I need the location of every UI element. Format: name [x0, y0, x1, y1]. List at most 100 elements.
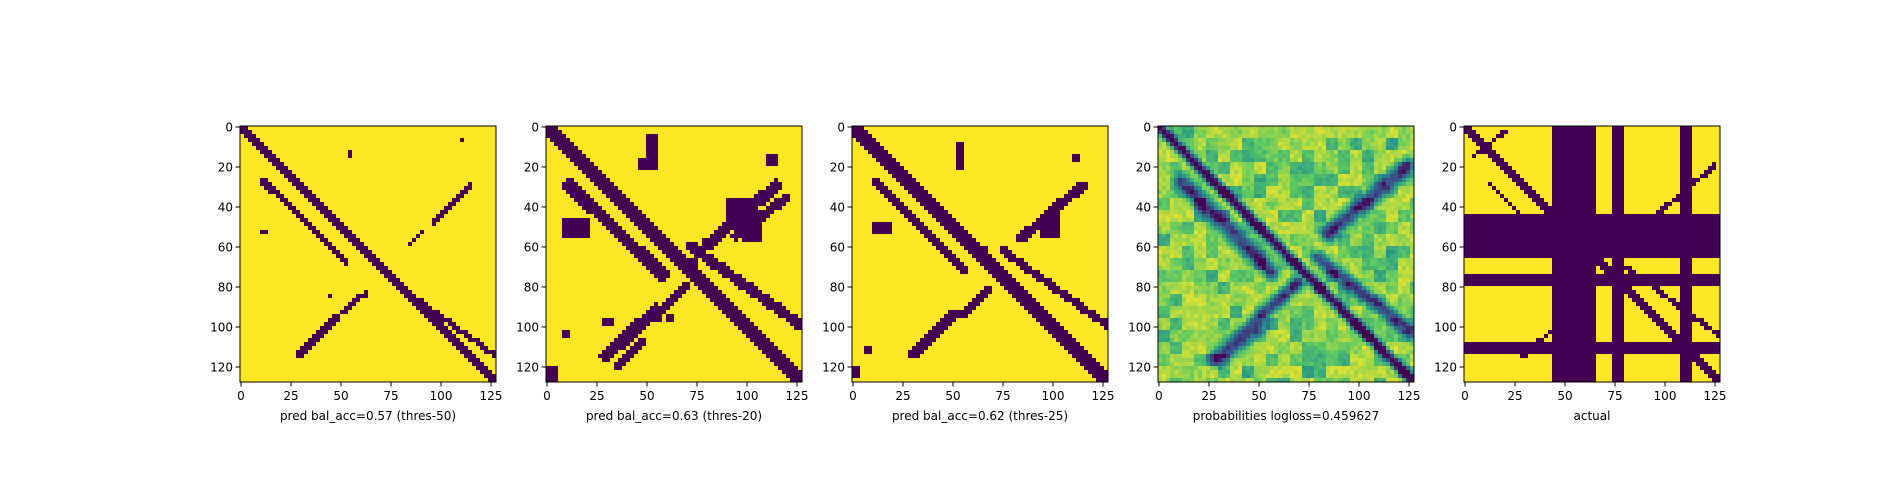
- heatmap-cell: [396, 258, 400, 262]
- heatmap-cell: [368, 310, 372, 314]
- heatmap-cell: [320, 190, 324, 194]
- heatmap-cell: [348, 186, 352, 190]
- heatmap-cell: [554, 174, 558, 178]
- heatmap-cell: [400, 346, 404, 350]
- heatmap-cell: [484, 234, 488, 238]
- heatmap-cell: [364, 226, 368, 230]
- heatmap-cell: [590, 138, 594, 142]
- heatmap-cell: [392, 182, 396, 186]
- heatmap-cell: [468, 230, 472, 234]
- heatmap-cell: [388, 234, 392, 238]
- heatmap-cell: [276, 230, 280, 234]
- heatmap-cell: [420, 178, 424, 182]
- heatmap-cell: [472, 242, 476, 246]
- heatmap-cell: [276, 358, 280, 362]
- heatmap-cell: [300, 238, 304, 242]
- heatmap-cell: [570, 142, 574, 146]
- heatmap-cell: [546, 146, 550, 150]
- heatmap-cell: [256, 206, 260, 210]
- heatmap-cell: [284, 302, 288, 306]
- heatmap-cell: [248, 138, 252, 142]
- heatmap-cell: [702, 130, 706, 134]
- heatmap-cell: [396, 342, 400, 346]
- heatmap-cell: [264, 146, 268, 150]
- heatmap-cell: [722, 170, 726, 174]
- heatmap-cell: [344, 326, 348, 330]
- heatmap-cell: [352, 202, 356, 206]
- heatmap-cell: [376, 186, 380, 190]
- heatmap-cell: [360, 322, 364, 326]
- heatmap-cell: [408, 138, 412, 142]
- heatmap-cell: [368, 214, 372, 218]
- heatmap-cell: [480, 278, 484, 282]
- heatmap-cell: [360, 318, 364, 322]
- heatmap-cell: [476, 230, 480, 234]
- heatmap-cell: [288, 338, 292, 342]
- heatmap-cell: [602, 166, 606, 170]
- heatmap-cell: [428, 238, 432, 242]
- heatmap-cell: [408, 162, 412, 166]
- heatmap-cell: [440, 374, 444, 378]
- heatmap-cell: [464, 270, 468, 274]
- heatmap-cell: [324, 322, 328, 326]
- heatmap-cell: [352, 158, 356, 162]
- heatmap-cell: [312, 234, 316, 238]
- heatmap-cell: [602, 150, 606, 154]
- heatmap-cell: [570, 170, 574, 174]
- heatmap-cell: [400, 278, 404, 282]
- heatmap-cell: [468, 206, 472, 210]
- heatmap-cell: [384, 142, 388, 146]
- heatmap-cell: [376, 166, 380, 170]
- heatmap-cell: [670, 178, 674, 182]
- heatmap-cell: [436, 174, 440, 178]
- heatmap-cell: [742, 146, 746, 150]
- heatmap-cell: [480, 302, 484, 306]
- heatmap-cell: [336, 242, 340, 246]
- heatmap-cell: [686, 178, 690, 182]
- heatmap-cell: [480, 178, 484, 182]
- heatmap-cell: [586, 154, 590, 158]
- heatmap-cell: [770, 134, 774, 138]
- heatmap-cell: [344, 186, 348, 190]
- heatmap-cell: [344, 146, 348, 150]
- heatmap-cell: [420, 246, 424, 250]
- heatmap-cell: [420, 330, 424, 334]
- heatmap-cell: [420, 362, 424, 366]
- heatmap-cell: [460, 162, 464, 166]
- heatmap-cell: [408, 206, 412, 210]
- heatmap-cell: [566, 154, 570, 158]
- heatmap-cell: [456, 294, 460, 298]
- heatmap-cell: [288, 170, 292, 174]
- heatmap-cell: [666, 178, 670, 182]
- heatmap-cell: [460, 314, 464, 318]
- heatmap-cell: [316, 214, 320, 218]
- heatmap-cell: [260, 282, 264, 286]
- heatmap-cell: [488, 202, 492, 206]
- heatmap-cell: [424, 350, 428, 354]
- heatmap-cell: [480, 126, 484, 130]
- heatmap-cell: [360, 310, 364, 314]
- heatmap-cell: [448, 226, 452, 230]
- heatmap-cell: [376, 326, 380, 330]
- heatmap-cell: [408, 134, 412, 138]
- heatmap-cell: [320, 134, 324, 138]
- heatmap-cell: [288, 158, 292, 162]
- heatmap-cell: [392, 298, 396, 302]
- heatmap-cell: [248, 306, 252, 310]
- heatmap-cell: [380, 162, 384, 166]
- heatmap-cell: [296, 254, 300, 258]
- heatmap-cell: [554, 178, 558, 182]
- heatmap-cell: [734, 170, 738, 174]
- heatmap-cell: [460, 170, 464, 174]
- heatmap-cell: [488, 242, 492, 246]
- y-tick-label: 60: [218, 241, 233, 255]
- heatmap-cell: [272, 218, 276, 222]
- heatmap-cell: [248, 290, 252, 294]
- heatmap-cell: [690, 158, 694, 162]
- heatmap-cell: [244, 186, 248, 190]
- heatmap-cell: [340, 190, 344, 194]
- heatmap-cell: [480, 266, 484, 270]
- heatmap-cell: [396, 286, 400, 290]
- heatmap-cell: [444, 334, 448, 338]
- heatmap-cell: [280, 314, 284, 318]
